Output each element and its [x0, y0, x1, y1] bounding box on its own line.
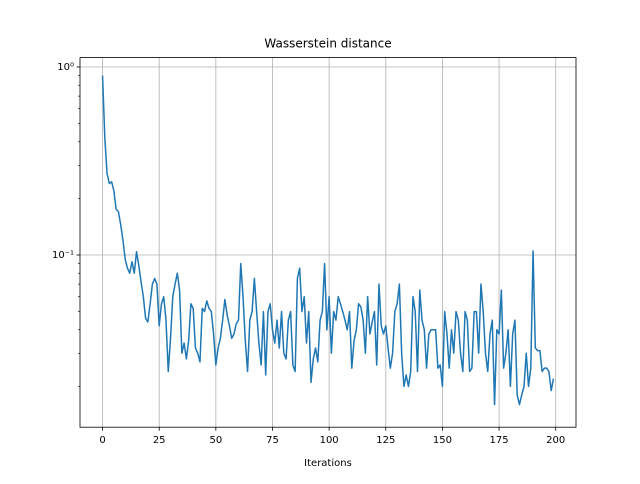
axes-frame [79, 57, 577, 428]
y-tick-label: 10⁻¹ [52, 250, 74, 261]
x-tick-label: 175 [490, 435, 509, 446]
x-tick-label: 0 [99, 435, 105, 446]
grid [80, 57, 576, 428]
x-tick-label: 100 [320, 435, 339, 446]
x-axis-label: Iterations [304, 458, 352, 469]
plot-area [101, 75, 555, 406]
x-tick-label: 150 [433, 435, 452, 446]
x-tick-label: 50 [209, 435, 222, 446]
x-tick-label: 125 [376, 435, 395, 446]
chart-title: Wasserstein distance [264, 37, 391, 51]
x-tick-label: 200 [546, 435, 565, 446]
x-tick-label: 25 [153, 435, 166, 446]
y-tick-label: 10⁰ [57, 62, 74, 73]
line-series [101, 75, 555, 406]
axes: 0 25 50 75 100 125 150 175 200 10⁻¹ 10⁰ [52, 62, 565, 446]
x-tick-label: 75 [266, 435, 279, 446]
